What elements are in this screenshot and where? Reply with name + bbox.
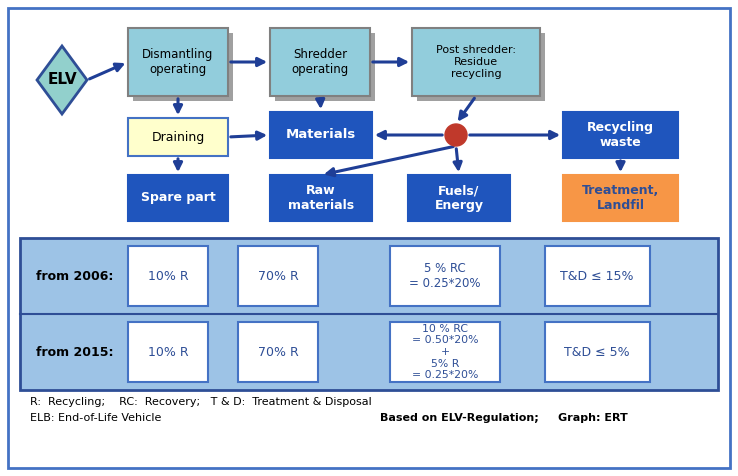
Text: Dismantling
operating: Dismantling operating bbox=[142, 48, 214, 76]
Bar bbox=[408, 175, 510, 221]
Text: 10% R: 10% R bbox=[148, 269, 188, 282]
Bar bbox=[545, 322, 650, 382]
Bar bbox=[128, 246, 208, 306]
Text: 70% R: 70% R bbox=[258, 269, 298, 282]
Bar bbox=[133, 33, 233, 101]
Bar bbox=[270, 112, 372, 158]
Bar bbox=[128, 175, 228, 221]
Bar bbox=[563, 175, 678, 221]
Bar bbox=[270, 28, 370, 96]
Bar bbox=[412, 28, 540, 96]
Bar bbox=[417, 33, 545, 101]
Text: T&D ≤ 15%: T&D ≤ 15% bbox=[560, 269, 634, 282]
Text: Fuels/
Energy: Fuels/ Energy bbox=[435, 184, 483, 212]
Bar bbox=[238, 322, 318, 382]
Bar bbox=[545, 246, 650, 306]
Text: 70% R: 70% R bbox=[258, 346, 298, 358]
Polygon shape bbox=[37, 46, 87, 114]
Text: Based on ELV-Regulation;     Graph: ERT: Based on ELV-Regulation; Graph: ERT bbox=[380, 413, 628, 423]
Text: Spare part: Spare part bbox=[141, 191, 215, 205]
Text: from 2006:: from 2006: bbox=[36, 269, 114, 282]
Text: Recycling
waste: Recycling waste bbox=[587, 121, 654, 149]
Text: 10 % RC
= 0.50*20%
+
5% R
= 0.25*20%: 10 % RC = 0.50*20% + 5% R = 0.25*20% bbox=[412, 324, 478, 380]
Bar bbox=[128, 118, 228, 156]
Bar bbox=[275, 33, 375, 101]
Bar bbox=[270, 175, 372, 221]
Text: T&D ≤ 5%: T&D ≤ 5% bbox=[564, 346, 630, 358]
Bar bbox=[128, 28, 228, 96]
Text: ELV: ELV bbox=[47, 72, 77, 88]
Text: Post shredder:
Residue
recycling: Post shredder: Residue recycling bbox=[436, 45, 516, 79]
Text: R:  Recycling;    RC:  Recovery;   T & D:  Treatment & Disposal: R: Recycling; RC: Recovery; T & D: Treat… bbox=[30, 397, 372, 407]
Text: Shredder
operating: Shredder operating bbox=[292, 48, 348, 76]
Text: 5 % RC
= 0.25*20%: 5 % RC = 0.25*20% bbox=[410, 262, 480, 290]
Text: 10% R: 10% R bbox=[148, 346, 188, 358]
Text: ELB: End-of-Life Vehicle: ELB: End-of-Life Vehicle bbox=[30, 413, 162, 423]
Text: Materials: Materials bbox=[286, 129, 356, 141]
Text: Draining: Draining bbox=[151, 130, 204, 143]
Bar bbox=[20, 238, 718, 390]
Bar bbox=[238, 246, 318, 306]
Text: Raw
materials: Raw materials bbox=[288, 184, 354, 212]
Bar bbox=[390, 322, 500, 382]
Text: Treatment,
Landfil: Treatment, Landfil bbox=[582, 184, 659, 212]
Bar bbox=[128, 322, 208, 382]
Bar bbox=[563, 112, 678, 158]
Bar bbox=[390, 246, 500, 306]
Text: from 2015:: from 2015: bbox=[36, 346, 114, 358]
Circle shape bbox=[445, 124, 467, 146]
